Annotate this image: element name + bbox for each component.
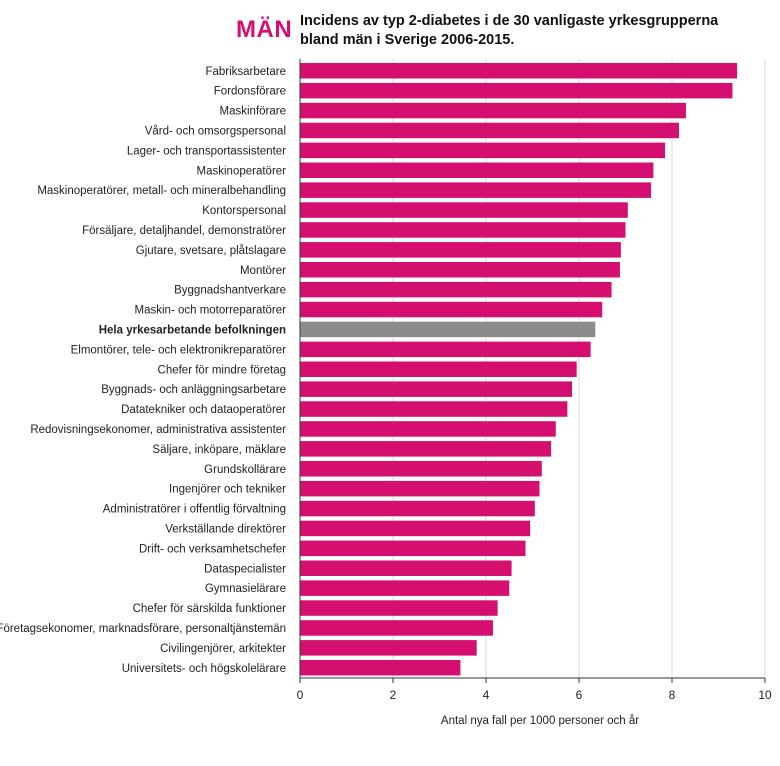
category-label: Elmontörer, tele- och elektronikreparatö… (71, 344, 287, 356)
bar (300, 102, 686, 119)
x-tick-label: 0 (297, 688, 304, 702)
category-labels: Fabriksarbetare Fordonsförare Maskinförare… (0, 66, 286, 675)
bar (300, 82, 733, 99)
bar (300, 600, 498, 616)
category-label: Administratörer i offentlig förvaltning (103, 504, 286, 516)
category-label: Säljare, inköpare, mäklare (152, 444, 286, 456)
category-label: Ingenjörer och tekniker (169, 484, 286, 496)
bar (300, 441, 552, 457)
bar (300, 281, 612, 298)
bar (300, 540, 526, 557)
bar (300, 640, 477, 656)
x-axis: 0 2 4 6 8 10 Antal nya fall per 1000 personer … (297, 59, 772, 727)
category-label: Maskinoperatörer, metall- och mineralbeh… (37, 185, 286, 197)
chart-title: Incidens av typ 2-diabetes i de 30 vanli… (300, 13, 719, 48)
category-label: Chefer för särskilda funktioner (133, 603, 287, 615)
category-label: Maskin- och motorreparatörer (135, 305, 287, 317)
x-tick-label: 2 (390, 688, 397, 702)
category-label: Vård- och omsorgspersonal (145, 125, 286, 137)
category-label: Maskinförare (220, 106, 286, 118)
x-axis-title: Antal nya fall per 1000 personer och år (441, 715, 639, 727)
x-tick-label: 6 (576, 688, 583, 702)
bar (300, 500, 535, 517)
category-label: Lager- och transportassistenter (127, 145, 286, 157)
category-label: Hela yrkesarbetande befolkningen (99, 324, 286, 336)
category-label: Grundskollärare (204, 464, 286, 476)
chart-header: MÄN Incidens av typ 2-diabetes i de 30 v… (0, 12, 780, 52)
bar (300, 461, 542, 477)
bar (300, 401, 568, 417)
bar (300, 381, 573, 397)
bar (300, 162, 654, 178)
category-label: Byggnads- och anläggningsarbetare (101, 384, 286, 396)
bar (300, 242, 621, 258)
bar (300, 202, 628, 218)
category-label: Fordonsförare (214, 86, 286, 98)
bar (300, 480, 540, 497)
category-label: Redovisningsekonomer, administrativa ass… (30, 424, 286, 436)
bar (300, 660, 461, 676)
category-label: Kontorspersonal (202, 205, 286, 217)
category-label: Datatekniker och dataoperatörer (121, 404, 286, 416)
bar (300, 580, 510, 596)
x-tick-label: 8 (669, 688, 676, 702)
category-label: Gjutare, svetsare, plåtslagare (136, 245, 286, 257)
category-label: Civilingenjörer, arkitekter (160, 643, 286, 655)
bar (300, 222, 626, 238)
bar (300, 341, 591, 358)
bar (300, 361, 577, 377)
category-label: Försäljare, detaljhandel, demonstratörer (82, 225, 286, 237)
bar (300, 520, 531, 537)
gender-tag: MÄN (236, 16, 293, 43)
category-label: Maskinoperatörer (197, 165, 287, 177)
bar (300, 142, 666, 159)
category-label: Universitets- och högskolelärare (122, 663, 286, 675)
category-label: Verkställande direktörer (165, 523, 286, 535)
bar (300, 620, 493, 636)
category-label: Montörer (240, 265, 286, 277)
category-label: Gymnasielärare (205, 583, 286, 595)
bar (300, 560, 512, 576)
category-label: Drift- och verksamhetschefer (139, 543, 286, 555)
category-label: Dataspecialister (204, 563, 286, 575)
bar (300, 301, 603, 318)
category-label: Företagsekonomer, marknadsförare, person… (0, 623, 286, 635)
bar (300, 182, 652, 198)
category-label: Byggnadshantverkare (174, 285, 286, 297)
x-tick-label: 4 (483, 688, 490, 702)
category-label: Fabriksarbetare (205, 66, 286, 78)
bar-highlight (300, 321, 596, 338)
category-label: Chefer för mindre företag (158, 364, 286, 376)
bar-layer (300, 63, 738, 676)
bar (300, 63, 738, 79)
bar (300, 421, 556, 437)
x-tick-label: 10 (758, 688, 772, 702)
bar (300, 262, 620, 278)
bar (300, 122, 679, 139)
